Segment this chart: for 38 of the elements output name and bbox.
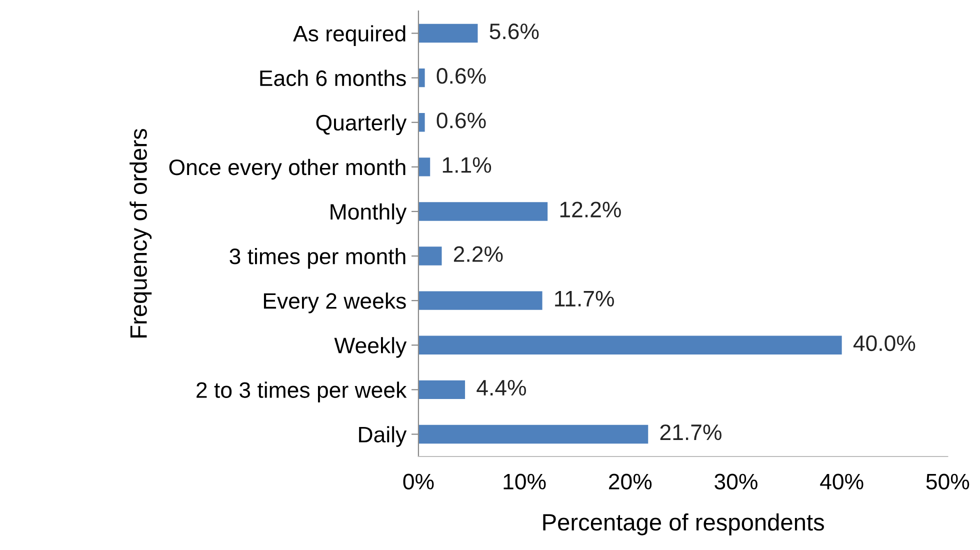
data-label: 40.0% [853, 335, 916, 352]
y-tick-label: Each 6 months [260, 70, 406, 86]
y-tick-label: Every 2 weeks [264, 292, 406, 314]
data-label: 21.7% [660, 424, 722, 440]
bar [418, 336, 842, 354]
bar [418, 68, 425, 88]
data-label: 5.6% [490, 24, 539, 40]
x-tick-label: 20% [609, 474, 652, 490]
bar [418, 113, 425, 132]
y-tick-label: Weekly [334, 337, 407, 358]
bar [418, 246, 442, 266]
bar [418, 158, 430, 176]
y-tick-label: 2 to 3 times per week [196, 382, 407, 402]
y-tick-label: Quarterly [316, 114, 407, 136]
y-tick-label: 3 times per month [230, 248, 406, 269]
bar [418, 291, 542, 310]
data-label: 2.2% [454, 246, 503, 262]
x-tick-label: 40% [820, 474, 864, 490]
x-axis-title: Percentage of respondents [543, 513, 824, 536]
bar [418, 24, 478, 43]
data-label: 4.4% [476, 380, 526, 396]
x-tick-label: 30% [714, 474, 758, 490]
data-label: 1.1% [442, 157, 492, 173]
x-tick-label: 0% [403, 474, 434, 490]
data-label: 11.7% [555, 290, 614, 306]
y-axis-title: Frequency of orders [130, 128, 152, 338]
y-tick-label: Daily [359, 426, 407, 447]
bar [418, 202, 548, 221]
x-tick-label: 10% [504, 474, 546, 490]
data-label: 12.2% [560, 202, 621, 218]
y-tick-label: As required [293, 25, 406, 46]
data-label: 0.6% [436, 112, 486, 128]
bar [418, 380, 466, 400]
x-tick-label: 50% [926, 474, 970, 490]
y-tick-label: Once every other month [169, 158, 406, 180]
y-tick-label: Monthly [330, 203, 407, 224]
bar [418, 424, 648, 444]
data-label: 0.6% [436, 68, 486, 84]
